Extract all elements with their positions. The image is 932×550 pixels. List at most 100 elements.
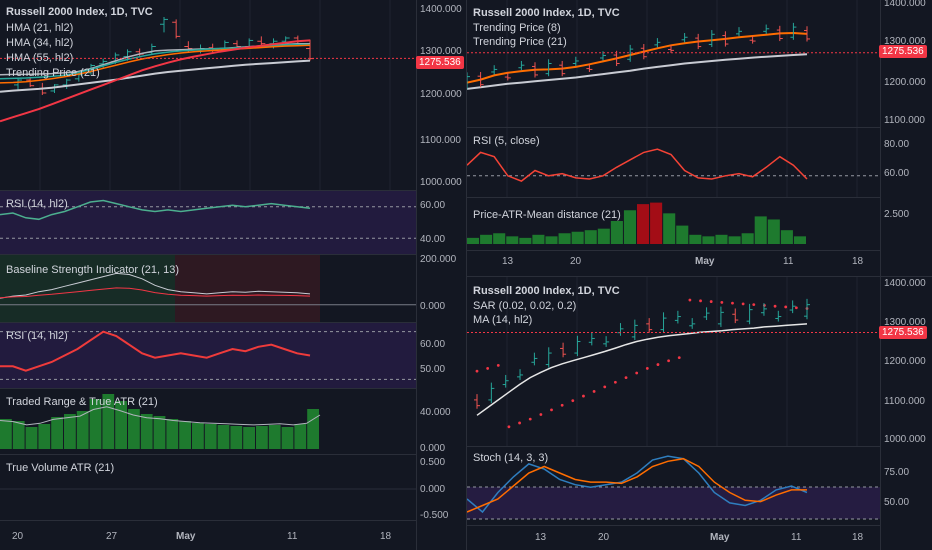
dist-bar — [702, 236, 715, 244]
left-legend-hma34: HMA (34, hl2) — [6, 37, 74, 49]
rb-price-tick-1100: 1100.000 — [884, 396, 925, 407]
left-bsi-tick-200: 200.000 — [420, 254, 457, 265]
atr-bar — [0, 419, 12, 449]
sar-dot — [496, 363, 500, 367]
sar-dot — [528, 417, 532, 421]
atr-bar — [25, 427, 38, 449]
dist-bar — [780, 230, 793, 244]
sar-dot — [518, 421, 521, 425]
atr-bar — [243, 427, 255, 449]
sar-dot — [613, 380, 617, 384]
rb-price-tick-1200: 1200.000 — [884, 356, 926, 367]
sar-dot — [645, 367, 649, 370]
sar-dot — [592, 390, 596, 393]
left-bsi-pane[interactable]: Baseline Strength Indicator (21, 13) — [0, 255, 416, 322]
atr-bar — [179, 421, 191, 449]
dist-bar — [676, 225, 689, 244]
rt-price-pane[interactable]: Russell 2000 Index, 1D, TVC Trending Pri… — [467, 0, 880, 127]
dist-bar — [545, 236, 558, 244]
left-time-27: 27 — [106, 531, 118, 542]
left-legend-hma55: HMA (55, hl2) — [6, 52, 74, 64]
rt-price-tick-1100: 1100.000 — [884, 115, 925, 126]
left-bsi-line — [0, 272, 311, 299]
dist-bar — [467, 237, 480, 244]
rt-rsi-label: RSI (5, close) — [473, 135, 540, 147]
atr-bar — [192, 423, 204, 449]
atr-bar — [140, 414, 153, 449]
rb-price-pane[interactable]: Russell 2000 Index, 1D, TVC SAR (0.02, 0… — [467, 277, 880, 446]
atr-bar — [153, 416, 166, 449]
dist-bar — [741, 233, 754, 244]
left-series-4 — [0, 39, 311, 123]
rt-time-13: 13 — [502, 256, 514, 267]
dist-bar — [637, 204, 650, 244]
atr-bar — [38, 424, 51, 449]
atr-bar — [89, 399, 102, 449]
rt-price-tick-1300: 1300.000 — [884, 36, 926, 47]
sar-dot — [677, 356, 681, 360]
left-bsi-signal — [0, 287, 311, 299]
sar-dot — [560, 403, 564, 407]
sar-dot — [720, 300, 724, 304]
rb-time-11: 11 — [791, 532, 802, 543]
left-series-2 — [0, 44, 311, 84]
left-series-3 — [0, 59, 311, 93]
left-rsi-line — [0, 199, 311, 221]
rt-dist-tick-2.5: 2.500 — [884, 209, 910, 220]
dist-bar — [480, 234, 493, 244]
left-time-11: 11 — [287, 531, 298, 542]
dist-bar — [715, 234, 728, 244]
rt-price-tick-1400: 1400.000 — [884, 0, 926, 9]
dist-bar — [584, 230, 597, 244]
left-atr-chart — [0, 394, 321, 449]
rt-time-may: May — [695, 256, 715, 267]
left-tv-tick-neg0.5: -0.500 — [420, 510, 449, 521]
atr-bar — [128, 409, 140, 449]
sar-dot — [731, 301, 734, 305]
left-rsi-pane[interactable]: RSI (14, hl2) — [0, 191, 416, 254]
left-price-chart — [0, 0, 416, 190]
dist-bar — [650, 202, 663, 244]
rb-time-may: May — [710, 532, 730, 543]
dist-bar — [623, 210, 636, 244]
left-last-price-tag: 1275.536 — [416, 56, 464, 69]
rb-last-price-tag: 1275.536 — [879, 326, 927, 339]
rt-rsi-tick-80: 80.00 — [884, 139, 910, 150]
sar-dot — [794, 306, 798, 310]
atr-bar — [76, 411, 89, 449]
rt-rsi-line — [467, 148, 808, 182]
rt-dist-pane[interactable]: Price-ATR-Mean distance (21) — [467, 198, 880, 250]
left-bsi-label: Baseline Strength Indicator (21, 13) — [6, 264, 180, 276]
rb-stoch-chart — [467, 455, 880, 520]
rb-stoch-label: Stoch (14, 3, 3) — [473, 452, 549, 464]
left-price-pane[interactable]: Russell 2000 Index, 1D, TVC HMA (21, hl2… — [0, 0, 416, 190]
left-bsi-chart — [0, 255, 416, 322]
dist-bar — [663, 213, 676, 244]
sar-dot — [475, 369, 479, 373]
left-rsi2-pane[interactable]: RSI (14, hl2) — [0, 323, 416, 388]
left-tv-pane[interactable]: True Volume ATR (21) — [0, 455, 416, 520]
sar-dot — [571, 399, 575, 403]
rt-last-price-tag: 1275.536 — [879, 45, 927, 58]
rt-time-11: 11 — [783, 256, 794, 267]
left-price-tick-1100: 1100.000 — [420, 135, 461, 146]
sar-dot — [741, 302, 745, 306]
rt-dist-label: Price-ATR-Mean distance (21) — [473, 209, 621, 221]
sar-dot — [539, 413, 543, 416]
left-rsi2-label: RSI (14, hl2) — [6, 330, 68, 342]
left-atr-pane[interactable]: Traded Range & True ATR (21) — [0, 389, 416, 454]
rt-rsi-chart — [467, 128, 880, 197]
dist-bar — [610, 221, 623, 244]
rt-price-tick-1200: 1200.000 — [884, 77, 926, 88]
atr-bar — [281, 427, 294, 449]
left-tv-tick-0: 0.000 — [420, 484, 446, 495]
rt-series-1 — [467, 53, 808, 90]
left-price-tick-1400: 1400.000 — [420, 4, 462, 15]
sar-dot — [699, 299, 702, 303]
rt-rsi-pane[interactable]: RSI (5, close) — [467, 128, 880, 197]
atr-bar — [268, 425, 281, 449]
left-time-20: 20 — [12, 531, 24, 542]
sar-dot — [635, 371, 639, 375]
bsi-zone-green — [0, 255, 175, 322]
rb-stoch-pane[interactable]: Stoch (14, 3, 3) — [467, 447, 880, 525]
